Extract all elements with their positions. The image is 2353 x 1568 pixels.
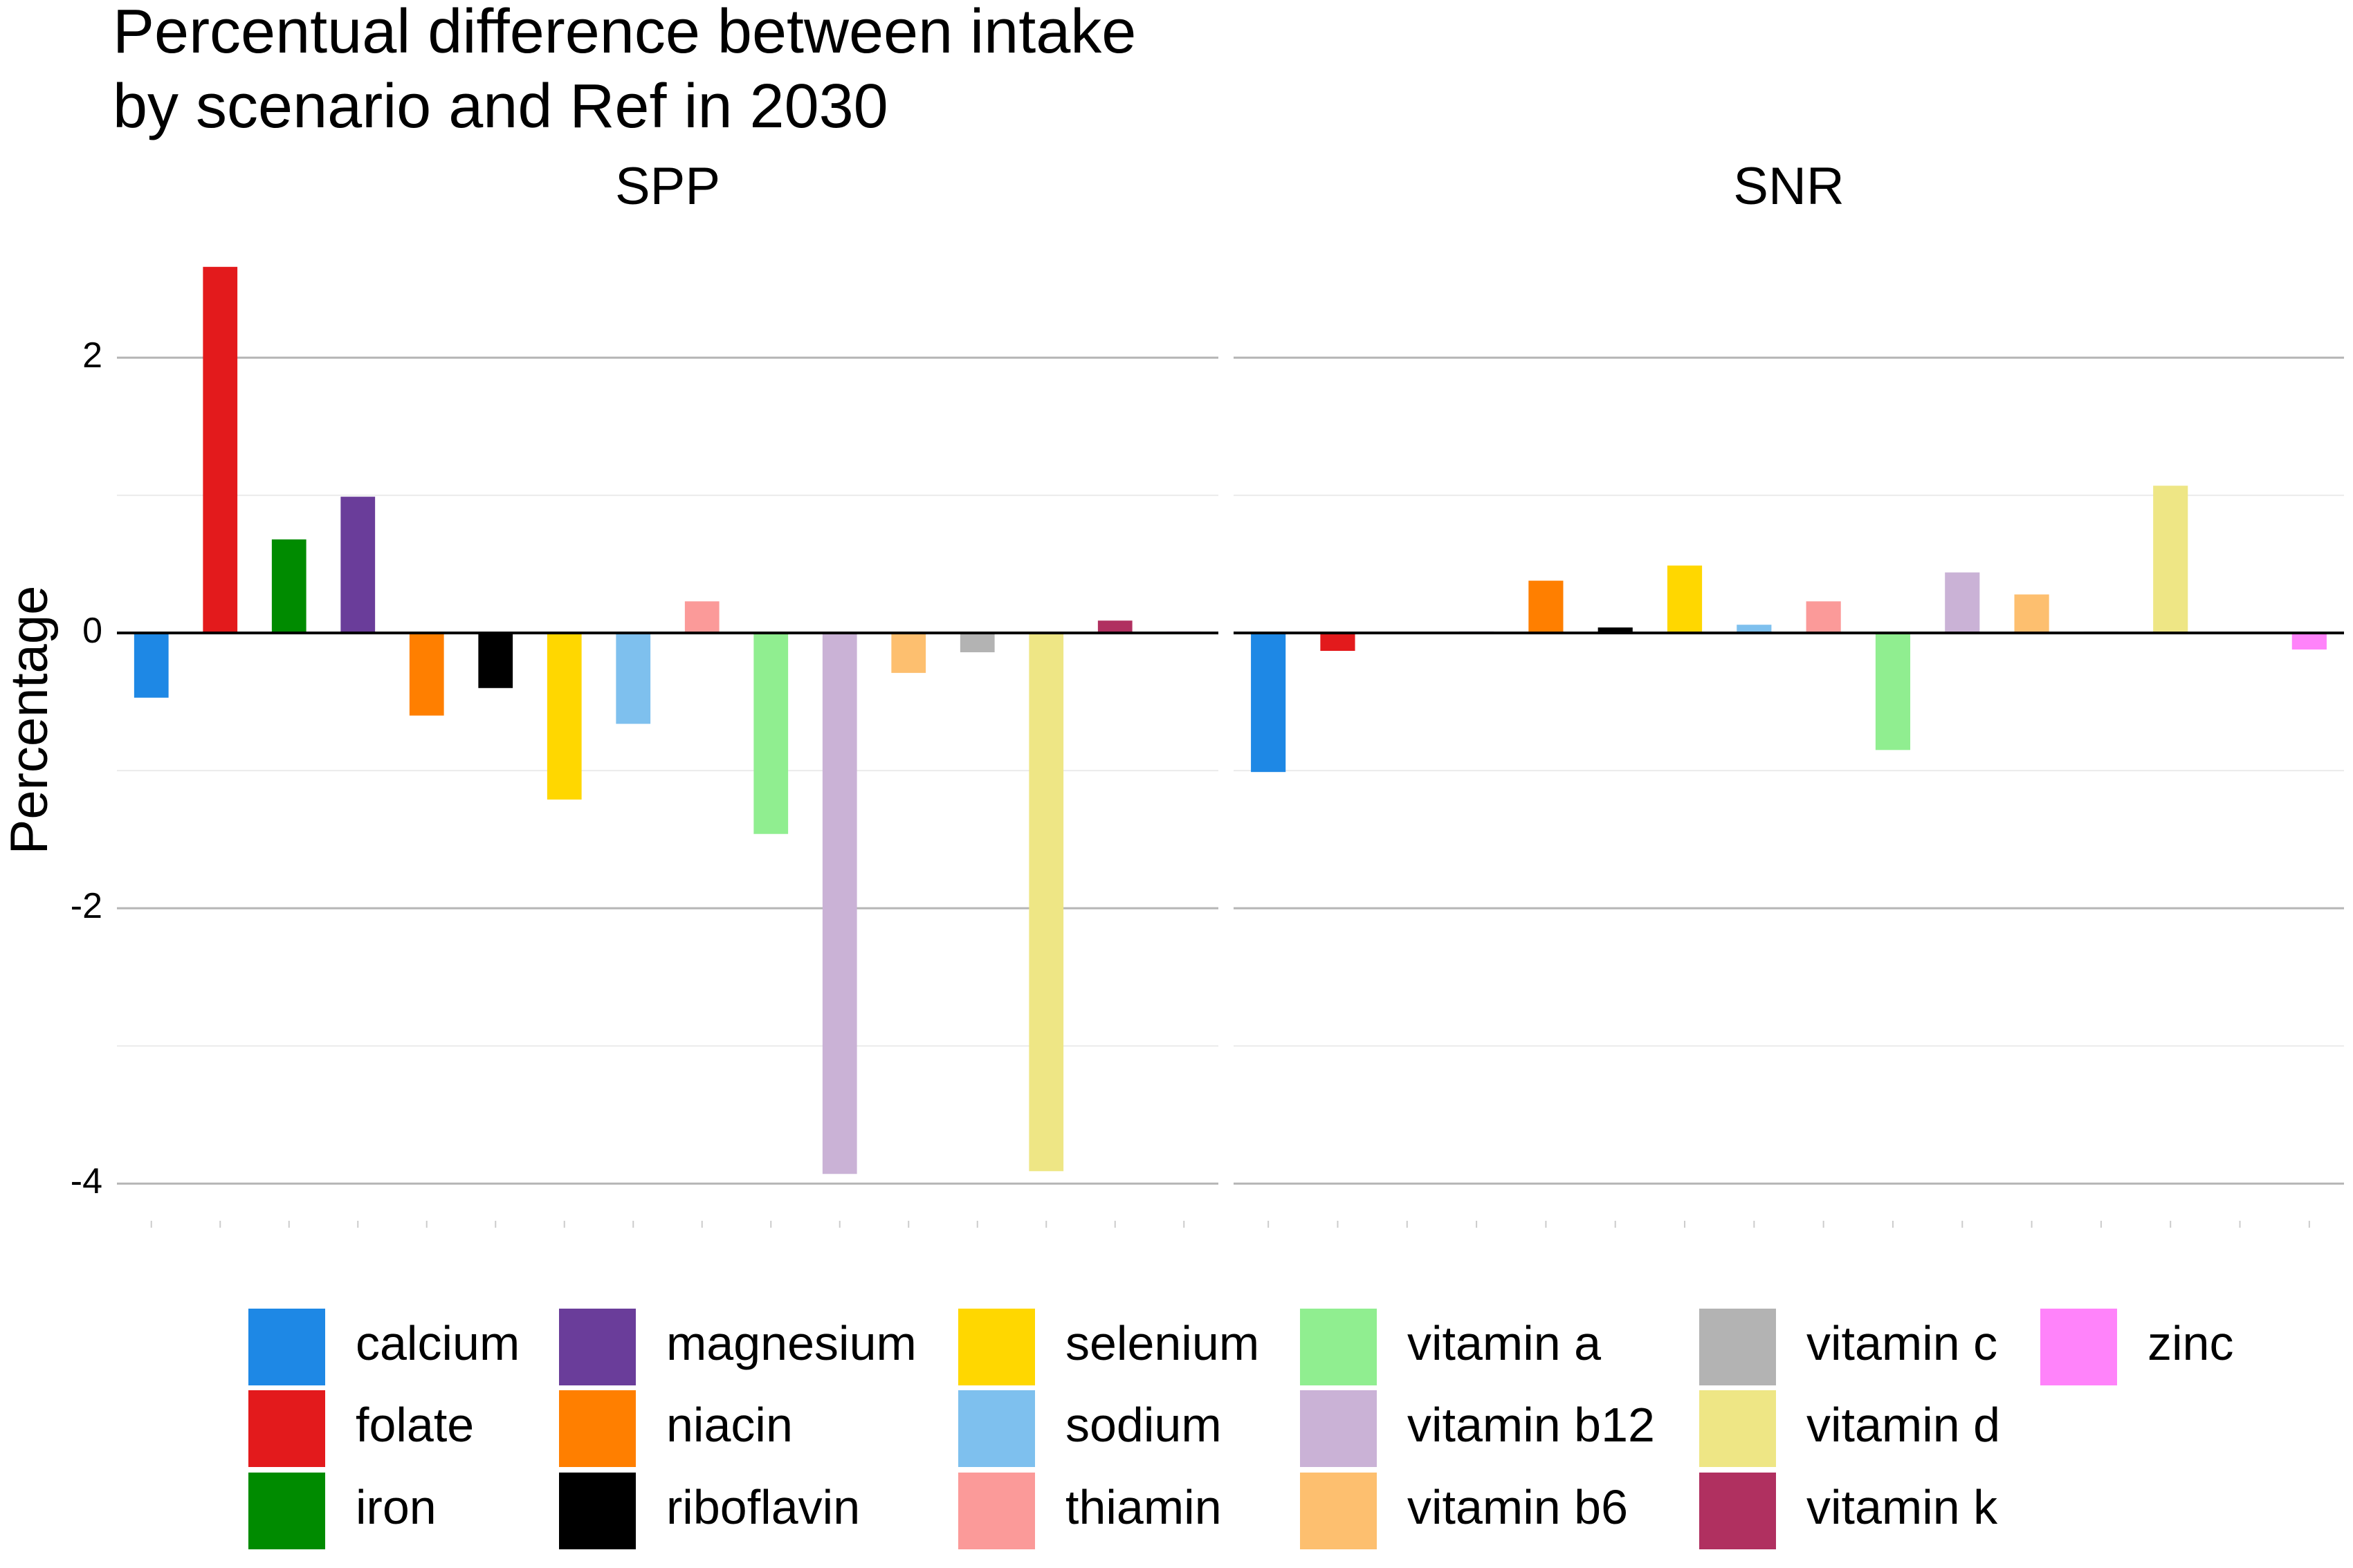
bar	[616, 633, 651, 724]
legend-label: vitamin a	[1407, 1316, 1601, 1370]
legend-swatch	[1698, 1471, 1777, 1551]
bar	[1528, 580, 1564, 634]
bar	[891, 633, 926, 673]
legend-label: magnesium	[666, 1316, 917, 1370]
y-tick-label: -2	[71, 886, 102, 926]
y-tick-label: 0	[82, 611, 102, 651]
legend-label: vitamin b12	[1407, 1398, 1655, 1452]
bar	[753, 633, 789, 834]
legend-label: vitamin k	[1806, 1480, 1998, 1534]
legend-label: thiamin	[1065, 1480, 1222, 1534]
legend-label: vitamin d	[1806, 1398, 2000, 1452]
bar	[1597, 627, 1633, 634]
y-tick-label: 2	[82, 335, 102, 376]
bar	[2014, 594, 2049, 634]
legend-swatch	[957, 1307, 1036, 1387]
legend-swatch	[1299, 1389, 1378, 1468]
legend-swatch	[957, 1471, 1036, 1551]
bar	[134, 633, 169, 698]
legend-swatch	[957, 1389, 1036, 1468]
legend-swatch	[558, 1389, 637, 1468]
bar	[2153, 486, 2188, 634]
bar	[1251, 633, 1286, 773]
legend-swatch	[247, 1389, 327, 1468]
y-tick-label: -4	[71, 1161, 102, 1201]
legend-label: selenium	[1065, 1316, 1259, 1370]
bar	[271, 539, 306, 634]
bar	[478, 633, 513, 688]
bar	[1875, 633, 1911, 750]
legend-swatch	[1698, 1389, 1777, 1468]
legend-swatch	[1698, 1307, 1777, 1387]
bar	[409, 633, 444, 716]
bar	[960, 633, 995, 653]
strip-title: SNR	[1733, 157, 1844, 216]
legend-label: niacin	[666, 1398, 793, 1452]
bar	[340, 497, 376, 634]
bar	[547, 633, 582, 800]
bar	[1945, 572, 1980, 634]
legend-swatch	[1299, 1471, 1378, 1551]
legend-label: vitamin b6	[1407, 1480, 1628, 1534]
bar	[1097, 620, 1133, 634]
bar	[1806, 601, 1841, 634]
legend-label: riboflavin	[666, 1480, 860, 1534]
bar	[822, 633, 857, 1174]
bar	[1667, 565, 1703, 634]
bar	[2291, 633, 2327, 650]
legend-label: calcium	[356, 1316, 520, 1370]
bar	[1029, 633, 1064, 1172]
legend-label: vitamin c	[1806, 1316, 1997, 1370]
chart-title: by scenario and Ref in 2030	[113, 72, 888, 141]
bar	[1737, 625, 1772, 634]
legend-swatch	[1299, 1307, 1378, 1387]
bar	[1320, 633, 1355, 652]
chart-title: Percentual difference between intake	[113, 0, 1136, 66]
strip-title: SPP	[615, 157, 720, 216]
legend-swatch	[558, 1307, 637, 1387]
legend-label: folate	[356, 1398, 474, 1452]
legend-swatch	[2039, 1307, 2118, 1387]
legend-swatch	[558, 1471, 637, 1551]
bar	[203, 266, 238, 634]
legend-label: sodium	[1065, 1398, 1222, 1452]
bar	[684, 601, 720, 634]
y-axis-title: Percentage	[0, 586, 59, 855]
legend-swatch	[247, 1471, 327, 1551]
legend-label: iron	[356, 1480, 437, 1534]
legend-label: zinc	[2148, 1316, 2233, 1370]
legend-swatch	[247, 1307, 327, 1387]
